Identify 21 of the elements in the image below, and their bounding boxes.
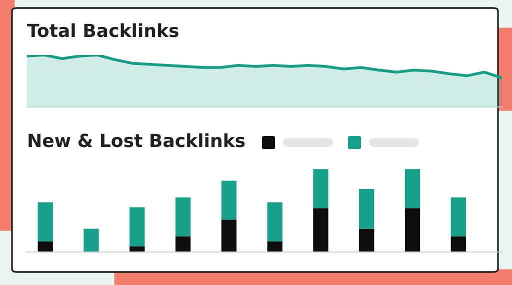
bar <box>450 236 466 252</box>
bar <box>221 180 237 220</box>
bar <box>450 197 466 236</box>
chart-title: Total Backlinks <box>27 23 178 38</box>
bar <box>267 202 282 242</box>
bar <box>359 228 374 252</box>
bar <box>404 169 420 208</box>
chart-title: New & Lost Backlinks <box>28 133 245 148</box>
bar <box>175 197 191 236</box>
bar <box>359 189 374 229</box>
bar <box>38 202 53 242</box>
bar <box>404 208 420 252</box>
bar <box>130 207 145 246</box>
bar <box>130 246 145 252</box>
bar <box>175 236 191 252</box>
bar <box>38 241 53 252</box>
bar <box>313 169 328 208</box>
bar <box>313 208 328 252</box>
bar <box>84 228 99 252</box>
bar <box>221 220 237 252</box>
bar <box>267 241 282 252</box>
